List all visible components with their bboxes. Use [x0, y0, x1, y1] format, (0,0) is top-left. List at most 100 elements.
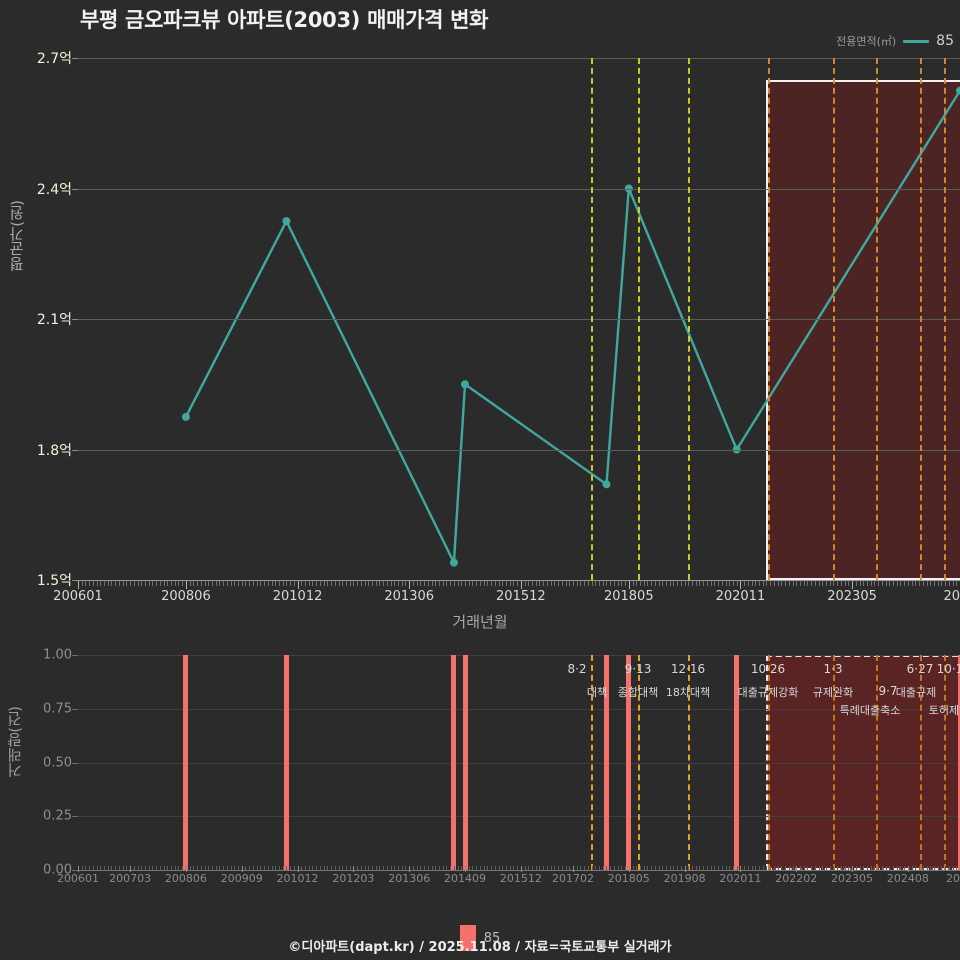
price-x-tick-label: 201012	[272, 589, 323, 604]
volume-minor-tick	[818, 866, 820, 870]
price-minor-tick	[219, 581, 221, 586]
price-minor-tick	[788, 581, 790, 586]
volume-x-tick-label: 201203	[332, 872, 375, 885]
policy-vline-10-26	[768, 58, 770, 580]
volume-minor-tick	[773, 866, 775, 870]
volume-minor-tick	[703, 866, 705, 870]
volume-y-tick-label: 0.50	[43, 755, 72, 770]
volume-minor-tick	[327, 866, 329, 870]
price-y-axis-title: 평균가(원)	[8, 200, 26, 272]
price-x-tick-label: 201805	[603, 589, 654, 604]
volume-minor-tick	[714, 866, 716, 870]
volume-minor-tick	[226, 866, 228, 870]
price-minor-tick	[133, 581, 135, 586]
price-minor-tick	[703, 581, 705, 586]
volume-minor-tick	[539, 866, 541, 870]
volume-minor-tick	[379, 866, 381, 870]
price-minor-tick	[208, 581, 210, 586]
volume-minor-tick	[718, 866, 720, 870]
price-minor-tick	[305, 581, 306, 586]
volume-minor-tick	[420, 866, 422, 870]
volume-minor-tick	[922, 866, 924, 870]
price-minor-tick	[535, 581, 537, 586]
price-minor-tick	[189, 581, 191, 586]
price-minor-tick	[513, 581, 515, 586]
price-minor-tick	[334, 581, 336, 586]
volume-minor-tick	[505, 866, 507, 870]
price-minor-tick	[130, 581, 132, 586]
price-y-tick-label: 1.8억	[36, 442, 72, 459]
volume-minor-tick	[438, 866, 440, 870]
price-minor-tick	[342, 581, 344, 586]
policy-date-label: 1·3	[823, 662, 843, 676]
price-data-point[interactable]	[181, 412, 190, 421]
volume-minor-tick	[118, 866, 120, 870]
price-data-point[interactable]	[282, 217, 291, 226]
volume-bar[interactable]	[626, 655, 632, 870]
volume-bar[interactable]	[957, 655, 960, 870]
price-data-point[interactable]	[956, 86, 960, 95]
price-minor-tick	[558, 581, 560, 586]
volume-minor-tick	[885, 866, 887, 870]
price-x-tickmarks	[78, 581, 960, 589]
volume-minor-tick	[319, 866, 321, 870]
volume-gridline	[78, 708, 960, 710]
volume-minor-tick	[688, 866, 690, 870]
volume-minor-tick	[937, 866, 939, 870]
volume-bar[interactable]	[183, 655, 189, 870]
volume-minor-tick	[107, 866, 109, 870]
volume-minor-tick	[874, 866, 876, 870]
price-minor-tick	[576, 581, 578, 586]
price-minor-tick	[688, 581, 690, 586]
volume-bar[interactable]	[462, 655, 468, 870]
price-minor-tick	[141, 581, 143, 586]
price-minor-tick	[416, 581, 418, 586]
volume-minor-tick	[569, 866, 571, 870]
volume-minor-tick	[766, 866, 768, 870]
volume-minor-tick	[223, 866, 225, 870]
volume-x-tickmarks	[78, 866, 960, 872]
price-minor-tick	[427, 581, 429, 586]
price-minor-tick	[446, 581, 448, 586]
volume-minor-tick	[115, 866, 117, 870]
price-minor-tick	[662, 581, 664, 586]
price-minor-tick	[658, 581, 660, 586]
policy-name-label: 특례대출축소	[839, 704, 901, 717]
price-minor-tick	[457, 581, 459, 586]
volume-x-tick-label: 201512	[499, 872, 542, 885]
price-minor-tick	[911, 581, 913, 586]
price-minor-tick	[680, 581, 682, 586]
volume-minor-tick	[747, 866, 749, 870]
price-major-tick	[185, 581, 187, 589]
volume-minor-tick	[316, 866, 318, 870]
volume-major-tick	[130, 866, 132, 872]
volume-bar[interactable]	[734, 655, 740, 870]
price-data-point[interactable]	[449, 558, 458, 567]
price-minor-tick	[193, 581, 195, 586]
volume-bar[interactable]	[283, 655, 289, 870]
price-minor-tick	[368, 581, 370, 586]
price-data-point[interactable]	[461, 380, 469, 389]
price-major-tick	[520, 581, 522, 589]
price-data-point[interactable]	[602, 480, 611, 489]
price-minor-tick	[412, 581, 414, 586]
price-y-tick-label: 2.1억	[36, 312, 72, 328]
volume-minor-tick	[100, 866, 102, 870]
price-minor-tick	[889, 581, 891, 586]
price-minor-tick	[956, 581, 958, 586]
price-minor-tick	[565, 581, 567, 586]
price-minor-tick	[178, 581, 180, 586]
volume-minor-tick	[599, 866, 600, 870]
volume-bar[interactable]	[451, 655, 457, 870]
volume-minor-tick	[476, 866, 478, 870]
volume-major-tick	[297, 866, 299, 872]
volume-minor-tick	[844, 866, 846, 870]
volume-minor-tick	[509, 866, 511, 870]
volume-bar[interactable]	[603, 655, 609, 870]
volume-minor-tick	[372, 866, 373, 870]
volume-minor-tick	[889, 866, 891, 870]
price-minor-tick	[643, 581, 645, 586]
volume-y-tickmark	[72, 870, 78, 871]
volume-minor-tick	[96, 866, 98, 870]
